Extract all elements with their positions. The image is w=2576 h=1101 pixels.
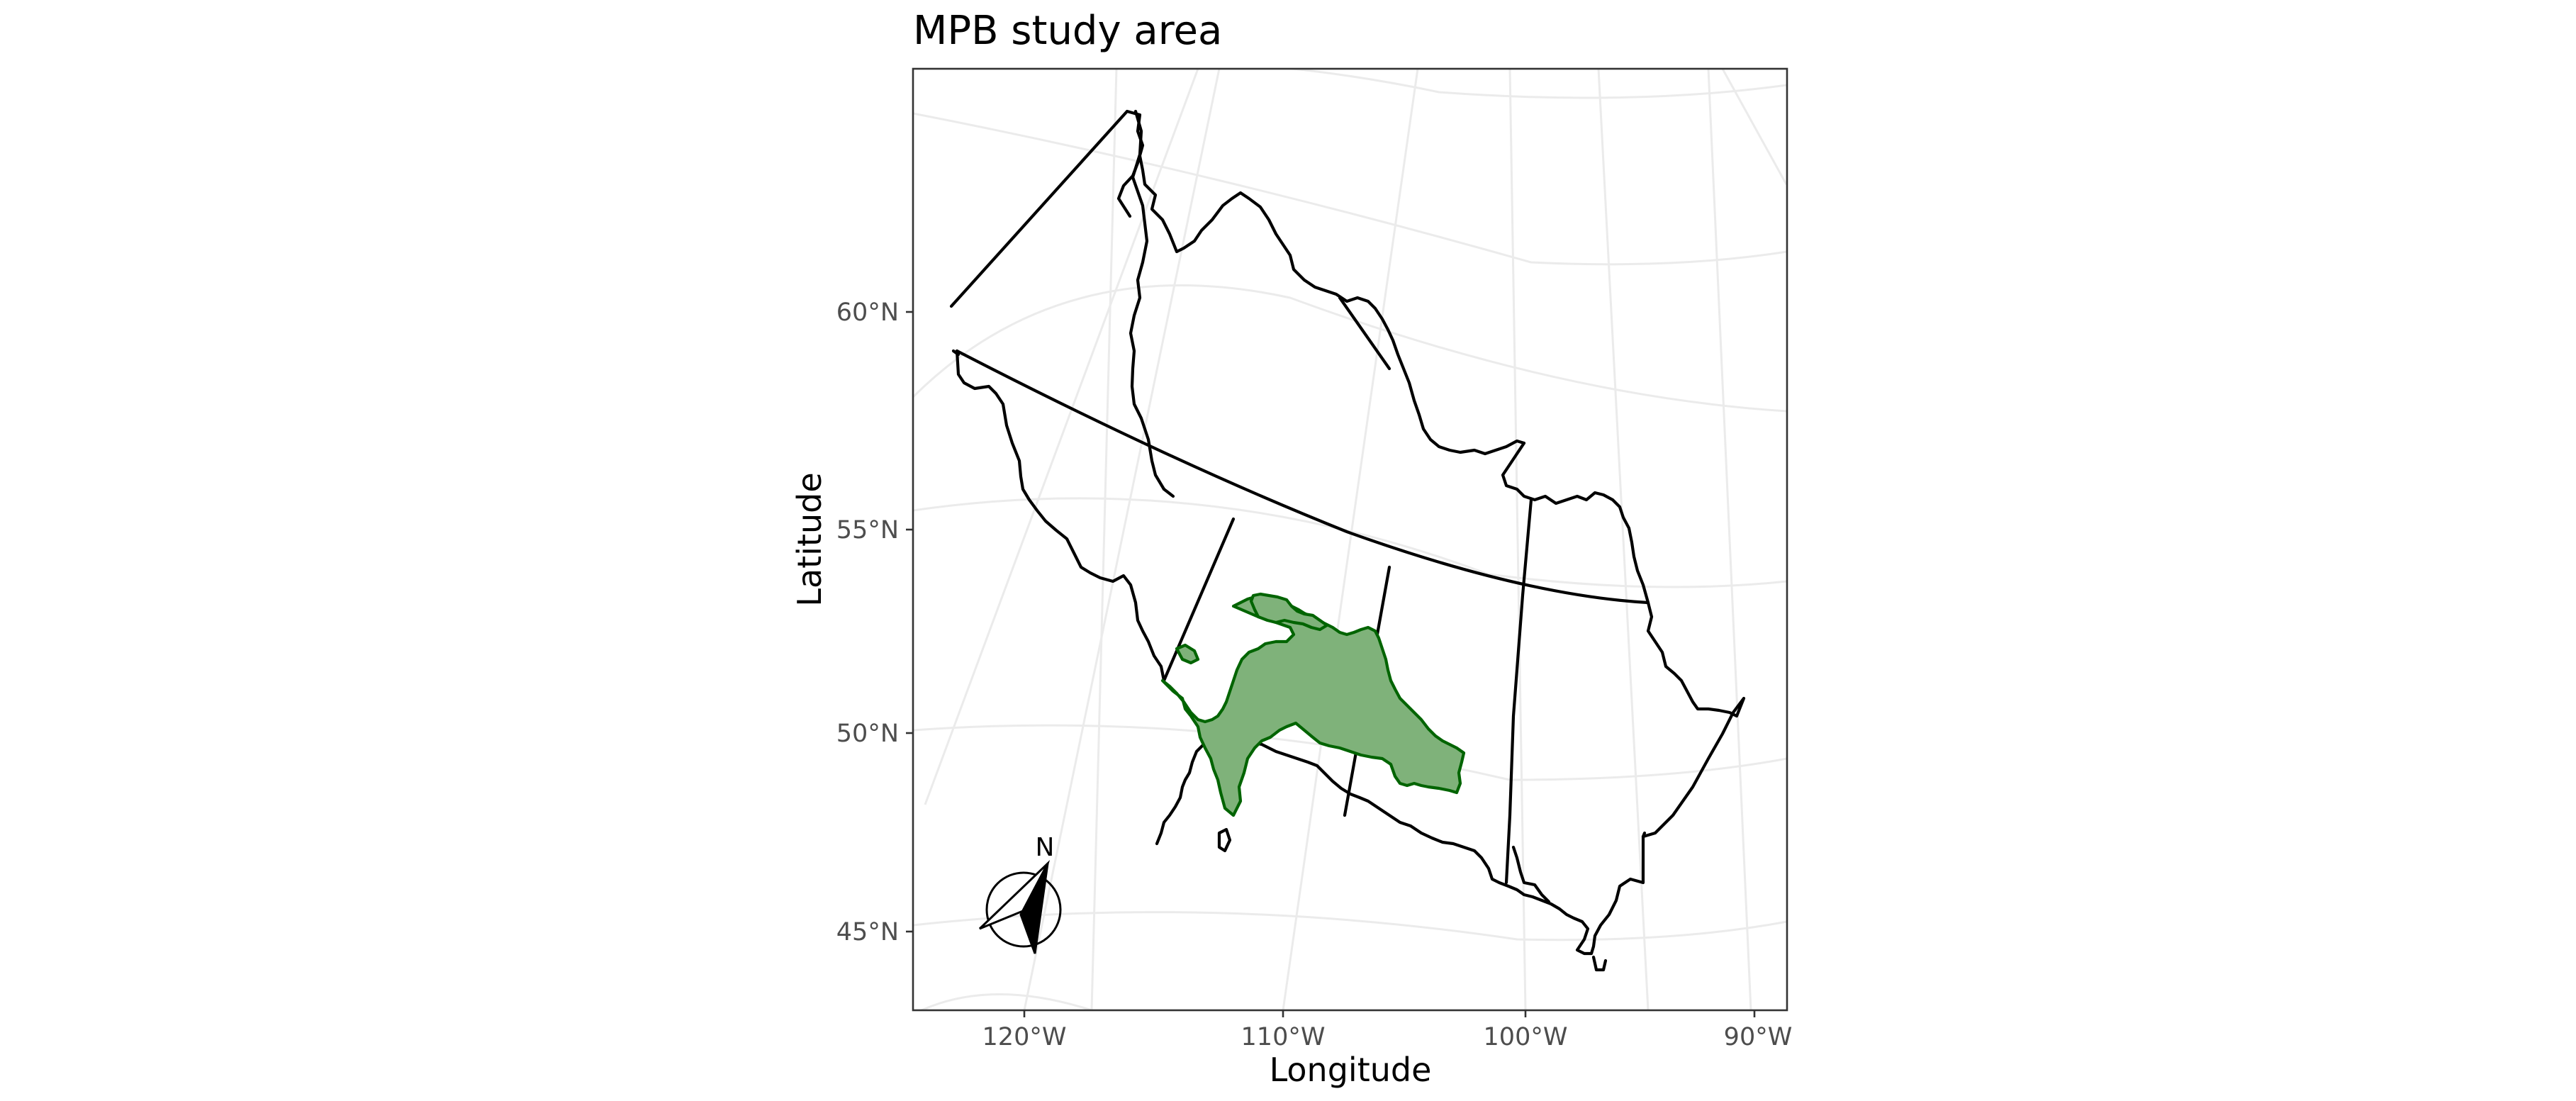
graticule-meridian-95w	[1597, 69, 1650, 1010]
border-nunavut-east	[1501, 441, 1650, 605]
border-lake-woods	[1511, 845, 1551, 904]
graticule-meridian-105w	[1090, 69, 1118, 1010]
x-tick-label: 110°W	[1241, 1023, 1326, 1051]
y-tick-label: 45°N	[836, 918, 899, 946]
study-area-north-lobe	[1249, 592, 1329, 632]
x-tick-label: 90°W	[1724, 1023, 1793, 1051]
x-tick-label: 120°W	[982, 1023, 1067, 1051]
border-manitoba-ontario	[1641, 600, 1746, 839]
graticule-meridian-85w	[1721, 69, 1787, 185]
north-arrow: N	[978, 833, 1062, 954]
study-area	[1160, 592, 1466, 817]
graticule-meridian-110w	[1282, 69, 1419, 1010]
border-bc-alberta-60n	[951, 349, 961, 357]
graticule-parallel-60n-b	[913, 284, 1787, 413]
border-vancouver-island	[1217, 827, 1232, 853]
border-nwt-nunavut-straight	[1338, 296, 1391, 371]
north-arrow-label: N	[1036, 833, 1055, 862]
map-panel-border	[912, 67, 1788, 1012]
border-minnesota-notch	[1591, 955, 1608, 972]
province-borders	[949, 109, 1746, 972]
north-arrow-right-half	[1019, 863, 1049, 954]
y-tick-label: 60°N	[836, 298, 899, 327]
graticule-meridian-115w	[924, 69, 1199, 805]
study-area-outlier	[1175, 643, 1200, 665]
graticule-parallel-40n	[921, 993, 1092, 1010]
y-tick-label: 50°N	[836, 720, 899, 748]
border-60th-parallel	[955, 349, 1650, 605]
north-arrow-circle	[985, 871, 1062, 948]
border-hudson-bay-east	[1641, 831, 1647, 839]
border-sask-north	[1162, 487, 1175, 498]
y-tick-label: 55°N	[836, 516, 899, 544]
x-axis-title: Longitude	[1270, 1051, 1432, 1089]
border-alberta-sask	[1162, 517, 1236, 683]
border-bc-west-coast	[955, 349, 1166, 683]
graticule-meridian-90w	[1707, 69, 1752, 1010]
graticule-parallel-65n	[957, 69, 1787, 99]
graticule-parallel-60n	[913, 112, 1787, 266]
graticule	[913, 69, 1787, 1010]
border-nwt-nunavut	[1138, 154, 1526, 456]
study-area-polygon	[1160, 593, 1466, 817]
graticule-parallel-55n	[913, 497, 1787, 588]
border-manitoba-ontario-line	[1504, 498, 1533, 885]
graticule-meridian-100w	[1508, 69, 1527, 1010]
y-axis-title: Latitude	[790, 472, 829, 606]
graticule-meridian-120w	[1023, 69, 1221, 1010]
y-axis: 60°N 55°N 50°N 45°N Latitude	[790, 298, 913, 946]
graticule-parallel-45n	[913, 911, 1787, 941]
border-bc-alberta-north	[1129, 109, 1166, 491]
x-axis: 120°W 110°W 100°W 90°W Longitude	[982, 1010, 1793, 1089]
map-title: MPB study area	[913, 8, 1222, 54]
x-tick-label: 100°W	[1484, 1023, 1568, 1051]
